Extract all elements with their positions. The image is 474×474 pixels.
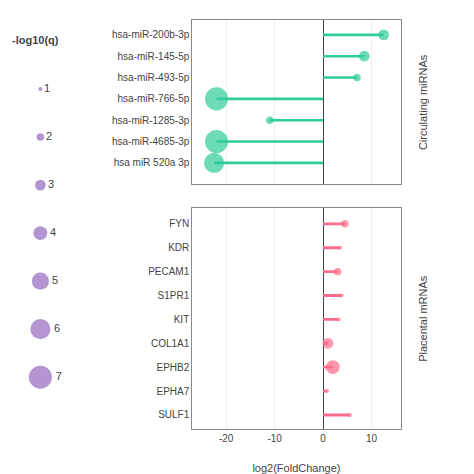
svg-text:5: 5	[52, 274, 58, 286]
svg-text:hsa-miR-766-5p: hsa-miR-766-5p	[118, 93, 190, 104]
svg-text:7: 7	[56, 370, 62, 382]
svg-text:COL1A1: COL1A1	[151, 338, 190, 349]
svg-text:-log10(q): -log10(q)	[12, 34, 59, 46]
svg-text:hsa-miR-4685-3p: hsa-miR-4685-3p	[112, 136, 190, 147]
svg-text:FYN: FYN	[169, 218, 189, 229]
svg-text:3: 3	[48, 178, 54, 190]
svg-text:-10: -10	[267, 433, 282, 444]
svg-text:4: 4	[50, 226, 56, 238]
svg-text:KIT: KIT	[174, 314, 190, 325]
svg-text:EPHA7: EPHA7	[156, 386, 189, 397]
svg-text:hsa-miR-493-5p: hsa-miR-493-5p	[118, 72, 190, 83]
svg-text:2: 2	[46, 130, 52, 142]
svg-text:PECAM1: PECAM1	[148, 266, 190, 277]
svg-text:Placental mRNAs: Placental mRNAs	[417, 275, 429, 362]
svg-text:hsa-miR-1285-3p: hsa-miR-1285-3p	[112, 115, 190, 126]
svg-text:10: 10	[366, 433, 378, 444]
svg-text:0: 0	[320, 433, 326, 444]
svg-text:EPHB2: EPHB2	[156, 362, 189, 373]
svg-text:-20: -20	[219, 433, 234, 444]
svg-text:1: 1	[44, 82, 50, 94]
svg-text:hsa-miR-200b-3p: hsa-miR-200b-3p	[112, 29, 190, 40]
svg-text:S1PR1: S1PR1	[158, 290, 190, 301]
svg-text:Circulating miRNAs: Circulating miRNAs	[417, 54, 429, 150]
svg-text:hsa-miR-145-5p: hsa-miR-145-5p	[118, 51, 190, 62]
svg-text:KDR: KDR	[168, 242, 189, 253]
svg-text:log2(FoldChange): log2(FoldChange)	[252, 462, 340, 474]
svg-text:SULF1: SULF1	[158, 409, 190, 420]
svg-text:hsa miR 520a 3p: hsa miR 520a 3p	[114, 157, 190, 168]
svg-text:6: 6	[54, 322, 60, 334]
